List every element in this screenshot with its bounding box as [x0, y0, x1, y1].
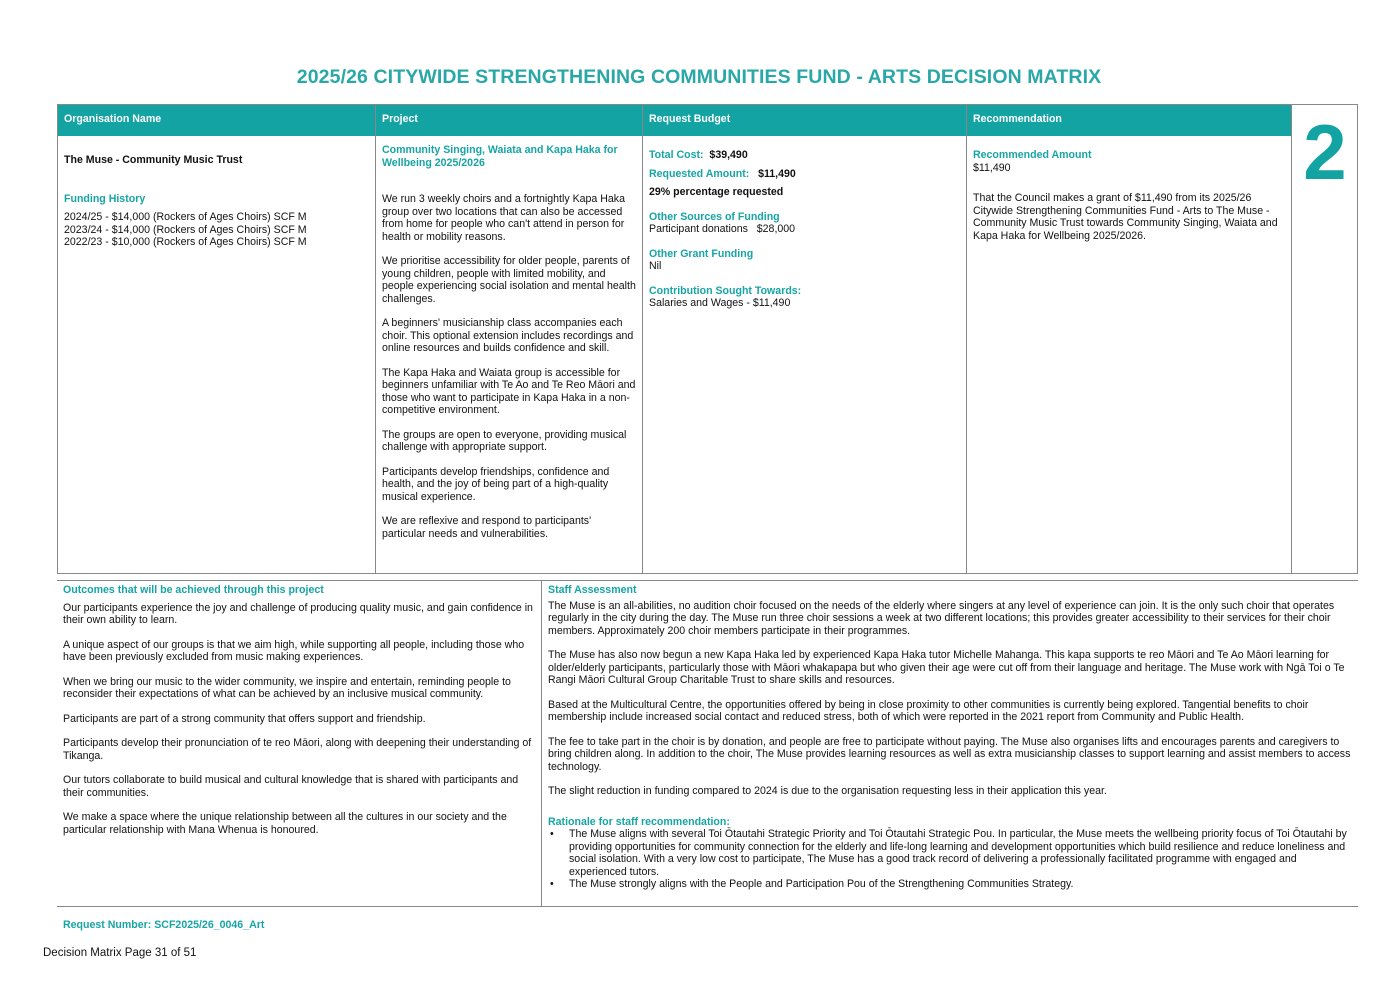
- recommended-amount-label: Recommended Amount: [973, 149, 1092, 161]
- recommendation-column: Recommendation Recommended Amount $11,49…: [967, 105, 1292, 573]
- funding-history-item: 2022/23 - $10,000 (Rockers of Ages Choir…: [64, 236, 307, 248]
- outcome-paragraph: A unique aspect of our groups is that we…: [63, 638, 525, 664]
- rationale-item: The Muse strongly aligns with the People…: [548, 878, 1352, 891]
- outcome-paragraph: We make a space where the unique relatio…: [63, 811, 507, 836]
- decision-matrix-table: Organisation Name The Muse - Community M…: [57, 104, 1358, 574]
- page-title: 2025/26 CITYWIDE STRENGTHENING COMMUNITI…: [296, 66, 1102, 88]
- staff-paragraph: Based at the Multicultural Centre, the o…: [548, 698, 1309, 724]
- funding-history-item: 2024/25 - $14,000 (Rockers of Ages Choir…: [64, 211, 307, 223]
- outcome-paragraph: When we bring our music to the wider com…: [63, 675, 511, 701]
- other-grant-value: Nil: [649, 260, 662, 272]
- other-grant-label: Other Grant Funding: [649, 247, 754, 260]
- requested-value: $11,490: [758, 167, 796, 180]
- project-paragraph: We run 3 weekly choirs and a fortnightly…: [382, 193, 625, 243]
- org-name: The Muse - Community Music Trust: [64, 154, 243, 166]
- other-sources-label: Other Sources of Funding: [649, 210, 780, 223]
- contribution-value: Salaries and Wages - $11,490: [649, 297, 791, 309]
- budget-column: Request Budget Total Cost: $39,490 Reque…: [643, 105, 967, 573]
- priority-column: 2: [1292, 105, 1358, 573]
- staff-assessment-label: Staff Assessment: [548, 584, 637, 596]
- project-paragraph: We are reflexive and respond to particip…: [382, 515, 592, 540]
- budget-header: Request Budget: [643, 105, 966, 136]
- project-header: Project: [376, 105, 642, 136]
- outcome-paragraph: Our participants experience the joy and …: [63, 601, 533, 627]
- rationale-label: Rationale for staff recommendation:: [548, 815, 730, 828]
- org-column: Organisation Name The Muse - Community M…: [58, 105, 376, 573]
- recommended-amount: $11,490: [973, 161, 1011, 174]
- request-number: Request Number: SCF2025/26_0046_Art: [63, 919, 265, 931]
- staff-assessment-panel: Staff Assessment The Muse is an all-abil…: [541, 581, 1358, 906]
- contribution-label: Contribution Sought Towards:: [649, 284, 802, 297]
- project-paragraph: The Kapa Haka and Waiata group is access…: [382, 366, 636, 417]
- total-cost-value: $39,490: [709, 149, 748, 161]
- staff-paragraph: The Muse is an all-abilities, no auditio…: [548, 599, 1335, 637]
- recommendation-text: That the Council makes a grant of $11,49…: [973, 192, 1278, 242]
- percentage-requested: 29% percentage requested: [649, 186, 784, 198]
- requested-label: Requested Amount:: [649, 167, 750, 180]
- outcome-paragraph: Our tutors collaborate to build musical …: [63, 774, 519, 799]
- other-sources-value: Participant donations $28,000: [649, 223, 796, 235]
- total-cost-label: Total Cost:: [649, 149, 704, 161]
- page-footer: Decision Matrix Page 31 of 51: [43, 947, 197, 959]
- staff-paragraph: The slight reduction in funding compared…: [548, 785, 1107, 797]
- staff-paragraph: The fee to take part in the choir is by …: [548, 735, 1351, 773]
- recommendation-header: Recommendation: [967, 105, 1291, 136]
- org-header: Organisation Name: [58, 105, 375, 136]
- outcome-paragraph: Participants develop their pronunciation…: [63, 737, 532, 762]
- funding-history-item: 2023/24 - $14,000 (Rockers of Ages Choir…: [64, 223, 307, 236]
- project-paragraph: The groups are open to everyone, providi…: [382, 428, 627, 454]
- project-column: Project Community Singing, Waiata and Ka…: [376, 105, 643, 573]
- staff-paragraph: The Muse has also now begun a new Kapa H…: [548, 649, 1345, 686]
- rationale-list: The Muse aligns with several Toi Ōtautah…: [548, 828, 1352, 891]
- priority-number: 2: [1303, 108, 1347, 196]
- project-paragraph: Participants develop friendships, confid…: [382, 465, 610, 503]
- outcomes-panel: Outcomes that will be achieved through t…: [57, 581, 541, 906]
- outcome-paragraph: Participants are part of a strong commun…: [63, 712, 426, 725]
- rationale-item: The Muse aligns with several Toi Ōtautah…: [548, 828, 1352, 878]
- assessment-section: Outcomes that will be achieved through t…: [57, 580, 1358, 907]
- project-paragraph: A beginners' musicianship class accompan…: [382, 317, 634, 354]
- outcomes-label: Outcomes that will be achieved through t…: [63, 584, 324, 596]
- project-paragraph: We prioritise accessibility for older pe…: [382, 255, 636, 305]
- project-title: Community Singing, Waiata and Kapa Haka …: [382, 144, 618, 169]
- funding-history-label: Funding History: [64, 192, 146, 205]
